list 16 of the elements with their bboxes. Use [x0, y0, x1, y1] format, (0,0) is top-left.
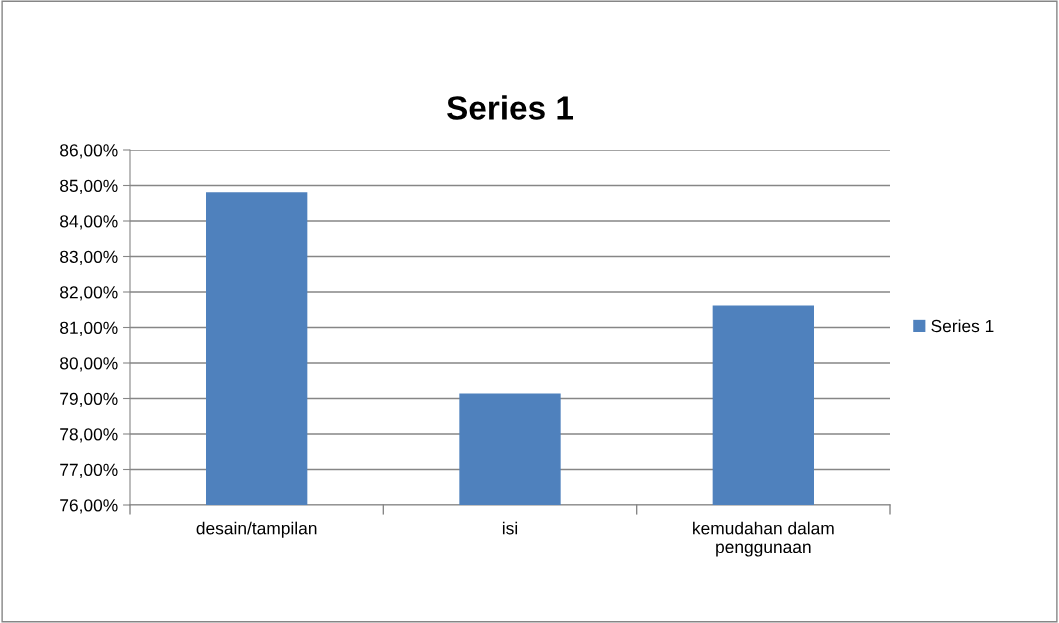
y-tick-label: 81,00%	[60, 321, 118, 337]
y-tick-label: 79,00%	[60, 392, 118, 408]
y-tick-label: 86,00%	[60, 144, 118, 159]
y-tick-label: 83,00%	[60, 250, 118, 266]
x-tick-label: desain/tampilan	[196, 521, 317, 538]
x-tick-label: kemudahan dalam penggunaan	[693, 521, 834, 557]
y-tick-label: 80,00%	[60, 357, 118, 372]
y-tick-label: 76,00%	[60, 499, 118, 514]
y-tick-label: 77,00%	[60, 463, 118, 479]
y-tick-label: 82,00%	[60, 286, 118, 301]
x-tick-label: isi	[502, 521, 518, 535]
legend-label: Series 1	[931, 319, 994, 333]
y-tick-label: 85,00%	[60, 179, 118, 195]
y-tick-label: 78,00%	[60, 428, 118, 443]
y-tick-label: 84,00%	[60, 215, 118, 230]
chart-title: Series 1	[447, 95, 574, 120]
